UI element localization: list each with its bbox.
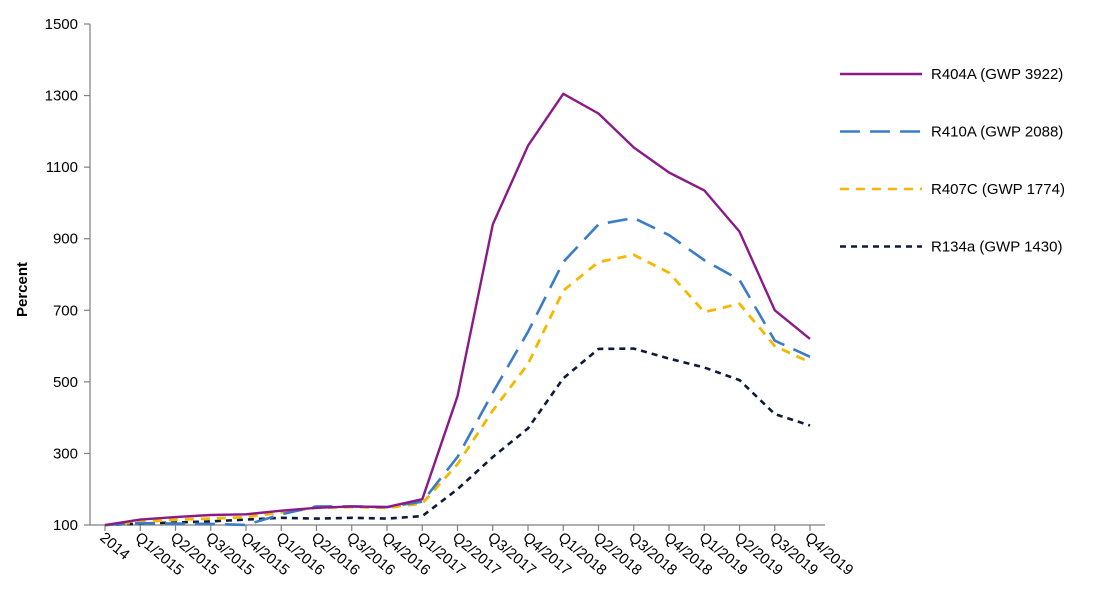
y-tick-label: 700 bbox=[53, 302, 78, 319]
y-tick-label: 1300 bbox=[45, 88, 78, 105]
series-line-r134a bbox=[104, 347, 811, 527]
y-tick-label: 100 bbox=[53, 517, 78, 534]
legend-label: R134a (GWP 1430) bbox=[931, 239, 1062, 256]
series-line-r407c bbox=[104, 253, 811, 527]
legend-label: R404A (GWP 3922) bbox=[931, 66, 1063, 83]
series-line-r410a bbox=[104, 216, 811, 527]
y-tick-label: 1500 bbox=[45, 16, 78, 33]
y-axis-title: Percent bbox=[14, 262, 31, 317]
legend-label: R407C (GWP 1774) bbox=[931, 181, 1065, 198]
y-tick-label: 1100 bbox=[46, 159, 78, 176]
y-tick-label: 900 bbox=[53, 231, 78, 248]
y-tick-label: 500 bbox=[53, 374, 78, 391]
y-tick-label: 300 bbox=[53, 445, 78, 462]
x-tick-label: 2014 bbox=[96, 529, 132, 563]
series-line-r404a bbox=[104, 92, 811, 527]
legend-label: R410A (GWP 2088) bbox=[931, 124, 1063, 141]
